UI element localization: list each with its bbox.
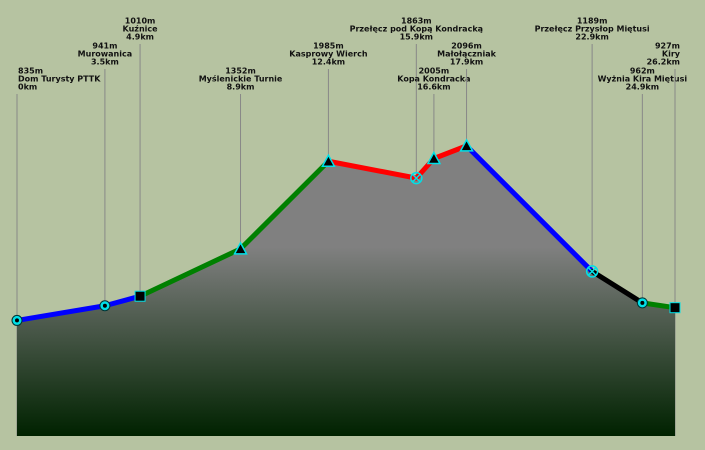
distance-label: 22.9km (575, 33, 608, 42)
waypoint-marker (669, 302, 681, 314)
waypoint-name: Kuźnice (123, 25, 159, 34)
waypoint-name: Przełęcz Przysłop Miętusi (535, 25, 650, 34)
distance-label: 12.4km (312, 58, 345, 67)
elevation-label: 2096m (451, 42, 482, 51)
waypoint-name: Kopa Kondracka (397, 75, 470, 84)
distance-label: 17.9km (450, 58, 483, 67)
trail-segment (464, 143, 595, 274)
distance-label: 24.9km (626, 83, 659, 92)
distance-label: 3.5km (91, 58, 119, 67)
trail-segment (238, 158, 331, 252)
distance-label: 26.2km (647, 58, 680, 67)
elevation-label: 1985m (313, 42, 344, 51)
distance-label: 0km (18, 83, 37, 92)
trail-segment (14, 303, 108, 323)
elevation-label: 1863m (401, 17, 432, 26)
waypoint-name: Małołączniak (437, 50, 496, 59)
marker-cross (411, 173, 421, 183)
marker-dot (15, 318, 19, 323)
waypoint-marker (321, 153, 336, 168)
waypoint-name: Dom Turysty PTTK (18, 75, 101, 84)
elevation-label: 927m (655, 42, 680, 51)
trail-segment (431, 143, 470, 161)
waypoint-marker (134, 290, 146, 302)
waypoint-name: Murowanica (78, 50, 132, 59)
waypoint-name: Kiry (662, 50, 681, 59)
distance-label: 15.9km (400, 33, 433, 42)
waypoint-marker (410, 171, 423, 185)
waypoint-marker (233, 241, 248, 255)
elevation-label: 1189m (577, 17, 608, 26)
elevation-label: 1352m (225, 67, 256, 76)
elevation-label: 941m (92, 42, 117, 51)
waypoint-marker (426, 150, 442, 165)
elevation-label: 1010m (125, 17, 156, 26)
distance-label: 4.9km (126, 33, 154, 42)
trail-segment (137, 246, 244, 299)
trail-segment (589, 268, 645, 306)
elevation-area (17, 145, 675, 437)
waypoint-name: Myślenickie Turnie (199, 74, 283, 84)
elevation-label: 962m (630, 67, 655, 76)
marker-cross (587, 266, 597, 276)
distance-label: 8.9km (227, 83, 255, 92)
waypoint-marker (459, 138, 474, 152)
waypoint-name: Przełęcz pod Kopą Kondracką (350, 25, 483, 34)
waypoint-name: Wyżnia Kira Miętusi (598, 75, 688, 84)
trail-segment (102, 293, 143, 309)
elevation-label: 2005m (419, 67, 450, 76)
waypoint-marker (585, 265, 599, 278)
marker-dot (102, 303, 107, 308)
marker-dot (640, 300, 645, 305)
waypoint-name: Kasprowy Wierch (289, 50, 368, 59)
elevation-label: 835m (18, 67, 43, 76)
trail-segment (325, 158, 419, 181)
distance-label: 16.6km (417, 83, 450, 92)
